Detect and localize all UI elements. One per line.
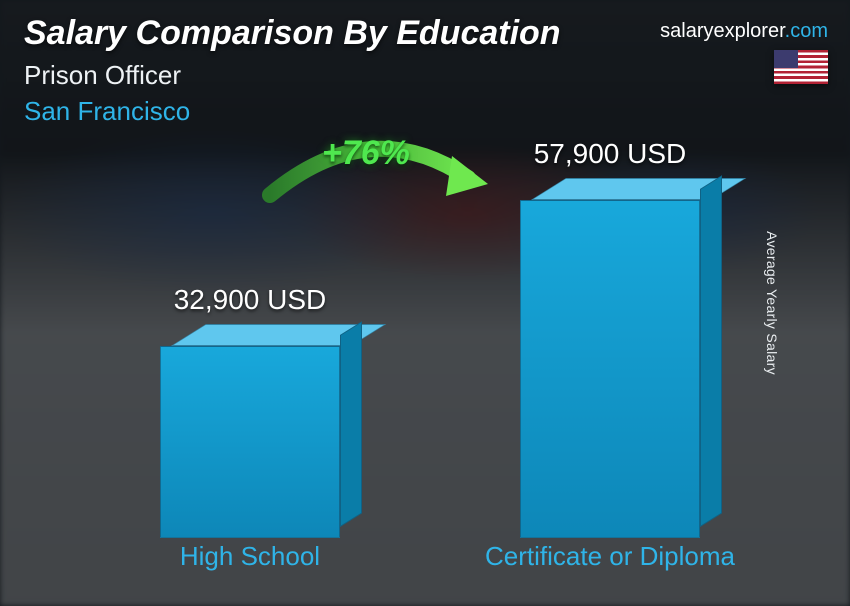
percent-increase-label: +76% [322, 134, 410, 173]
bar-front-face [520, 200, 700, 538]
bar [160, 346, 340, 538]
brand-domain: .com [785, 20, 828, 42]
location-label: San Francisco [24, 96, 190, 127]
page-title: Salary Comparison By Education [24, 14, 561, 53]
bar-front-face [160, 346, 340, 538]
bar-side-face [340, 321, 362, 527]
bar-value-label: 32,900 USD [84, 284, 415, 316]
bar-side-face [700, 175, 722, 527]
content-layer: Salary Comparison By Education Prison Of… [0, 0, 850, 606]
brand-label: salaryexplorer.com [660, 20, 828, 43]
bar-value-label: 57,900 USD [444, 138, 775, 170]
us-flag-icon [774, 50, 828, 84]
bar-slot: 32,900 USD High School [84, 346, 415, 538]
bar-slot: 57,900 USD Certificate or Diploma [444, 200, 775, 538]
brand-main: salaryexplorer [660, 20, 785, 42]
job-subtitle: Prison Officer [24, 60, 181, 91]
bar [520, 200, 700, 538]
bar-chart: 32,900 USD High School 57,900 USD Certif… [70, 170, 790, 568]
bar-category-label: High School [84, 541, 415, 572]
bar-category-label: Certificate or Diploma [444, 541, 775, 572]
